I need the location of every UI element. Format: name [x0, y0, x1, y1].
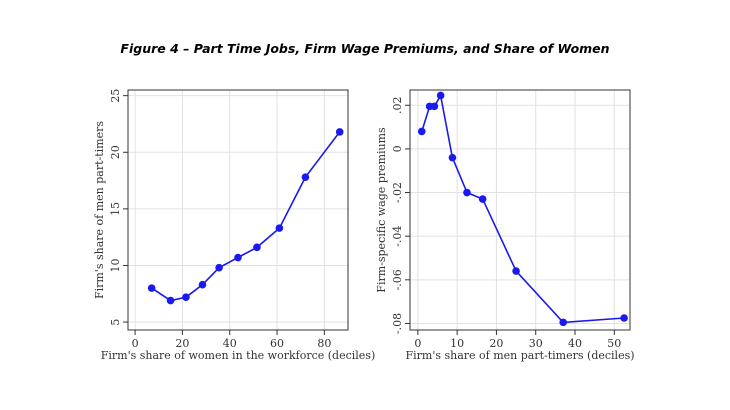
x-tick-label: 40 — [223, 337, 237, 350]
y-tick-label: 25 — [109, 89, 122, 103]
data-point — [301, 173, 310, 181]
x-axis-label: Firm's share of women in the workforce (… — [101, 349, 375, 362]
data-point — [253, 243, 261, 252]
y-tick-label: 20 — [109, 145, 122, 159]
data-point — [275, 224, 284, 232]
data-point — [512, 267, 520, 275]
y-tick-label: .02 — [391, 97, 404, 115]
y-tick-label: -.02 — [391, 182, 404, 203]
data-point — [198, 280, 207, 289]
y-tick-label: 15 — [109, 202, 122, 216]
y-axis-label: Firm's share of men part-timers — [93, 121, 106, 299]
plot-frame — [127, 89, 349, 331]
plot-frame — [409, 89, 631, 331]
y-tick-label: -.06 — [391, 269, 404, 290]
data-point — [182, 293, 190, 301]
x-tick-label: 80 — [317, 337, 331, 350]
x-tick-label: 40 — [568, 337, 582, 350]
y-tick-label: -.04 — [391, 226, 404, 247]
x-tick-label: 50 — [607, 337, 621, 350]
x-tick-label: 60 — [270, 337, 284, 350]
data-point — [215, 263, 223, 272]
data-point — [417, 127, 426, 136]
data-point — [234, 253, 242, 262]
x-axis-label: Firm's share of men part-timers (deciles… — [405, 349, 634, 362]
x-tick-label: 0 — [414, 337, 421, 350]
data-point — [147, 284, 156, 292]
data-point — [620, 314, 628, 322]
data-point — [478, 195, 487, 203]
data-point — [436, 91, 445, 100]
data-point — [430, 102, 439, 111]
figure-title: Figure 4 – Part Time Jobs, Firm Wage Pre… — [120, 41, 610, 56]
y-tick-label: 10 — [109, 258, 122, 272]
x-tick-label: 0 — [132, 337, 139, 350]
x-tick-label: 30 — [529, 337, 543, 350]
data-point — [448, 153, 457, 162]
series-line — [421, 93, 625, 324]
series-line — [151, 131, 341, 302]
x-tick-label: 20 — [489, 337, 503, 350]
x-tick-label: 10 — [450, 337, 464, 350]
y-tick-label: 5 — [109, 319, 122, 326]
data-point — [335, 128, 344, 136]
x-tick-label: 20 — [175, 337, 189, 350]
y-tick-label: 0 — [391, 145, 404, 152]
data-point — [559, 318, 568, 327]
data-point — [463, 188, 471, 197]
y-tick-label: -.08 — [391, 313, 404, 334]
y-axis-label: Firm-specific wage premiums — [375, 127, 388, 293]
data-point — [166, 296, 175, 305]
